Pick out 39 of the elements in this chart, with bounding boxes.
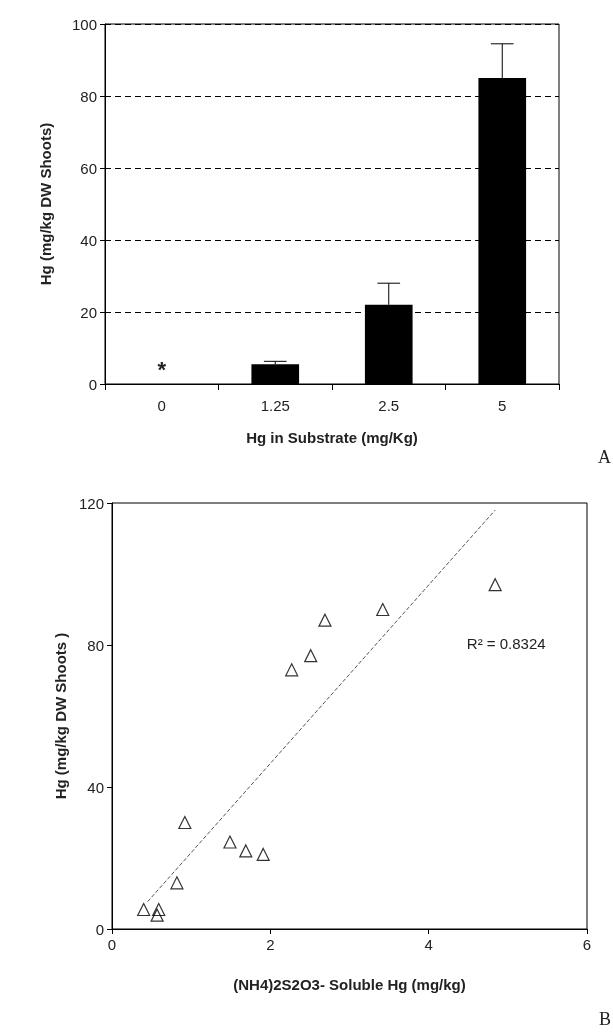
point [178, 815, 192, 830]
point [304, 649, 318, 663]
x-tick-label: 1.25 [260, 397, 290, 414]
x-axis-title: Hg in Substrate (mg/Kg) [246, 429, 418, 446]
annotation: * [157, 357, 167, 383]
x-tick-label: 0 [107, 936, 117, 953]
point [376, 602, 390, 617]
y-tick-label: 40 [87, 778, 104, 796]
point [170, 876, 184, 890]
x-tick-label: 2.5 [378, 397, 400, 414]
point [137, 902, 151, 917]
x-axis-title: (NH4)2S2O3- Soluble Hg (mg/kg) [233, 976, 466, 993]
point [239, 844, 253, 858]
y-tick-label: 0 [88, 375, 97, 393]
point [150, 908, 164, 922]
y-tick-label: 40 [80, 231, 97, 249]
x-tick-label: 0 [157, 397, 166, 414]
x-tick-label: 2 [266, 936, 275, 953]
y-tick-label: 0 [95, 920, 104, 938]
x-tick-label: 5 [498, 397, 507, 414]
point [152, 902, 166, 917]
x-tick-label: 4 [424, 936, 433, 953]
annotation: R² = 0.8324 [466, 635, 546, 653]
y-tick-label: 60 [80, 159, 97, 177]
y-tick-label: 80 [80, 87, 97, 105]
y-axis-title: Hg (mg/kg DW Shoots) [37, 122, 54, 286]
point [488, 578, 502, 592]
y-tick-label: 80 [87, 636, 104, 654]
text: B [598, 1009, 612, 1029]
point [285, 663, 299, 677]
y-axis-title: Hg (mg/kg DW Shoots ) [52, 632, 70, 800]
point [223, 835, 237, 849]
y-tick-label: 120 [78, 494, 104, 512]
y-tick-label: 100 [71, 15, 97, 33]
point [256, 847, 270, 862]
text: A [598, 447, 611, 467]
y-tick-label: 20 [80, 303, 97, 321]
x-tick-label: 6 [582, 936, 592, 953]
point [318, 613, 332, 627]
